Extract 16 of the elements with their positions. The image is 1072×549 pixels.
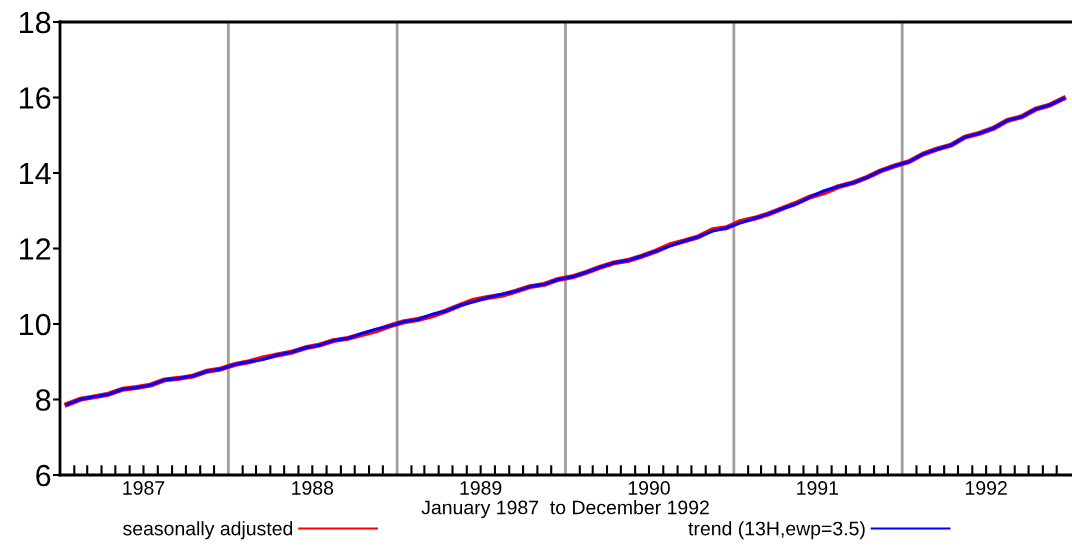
y-tick-label: 14 <box>20 163 51 185</box>
y-tick-label: 18 <box>20 11 51 34</box>
legend-label: seasonally adjusted <box>123 521 293 540</box>
y-tick-label: 10 <box>20 313 51 336</box>
legend-label: trend (13H,ewp=3.5) <box>688 521 865 540</box>
x-tick-label: 1988 <box>292 481 334 495</box>
x-tick-label: 1989 <box>460 481 502 495</box>
x-axis-title: January 1987 to December 1992 <box>421 500 709 519</box>
x-tick-label: 1987 <box>123 481 165 495</box>
x-tick-label: 1990 <box>628 481 670 495</box>
y-tick-label: 8 <box>36 389 51 411</box>
x-tick-label: 1992 <box>965 481 1007 495</box>
x-tick-label: 1991 <box>797 481 839 495</box>
y-tick-label: 12 <box>20 238 51 260</box>
y-tick-label: 16 <box>20 87 51 109</box>
y-tick-label: 6 <box>36 464 51 487</box>
